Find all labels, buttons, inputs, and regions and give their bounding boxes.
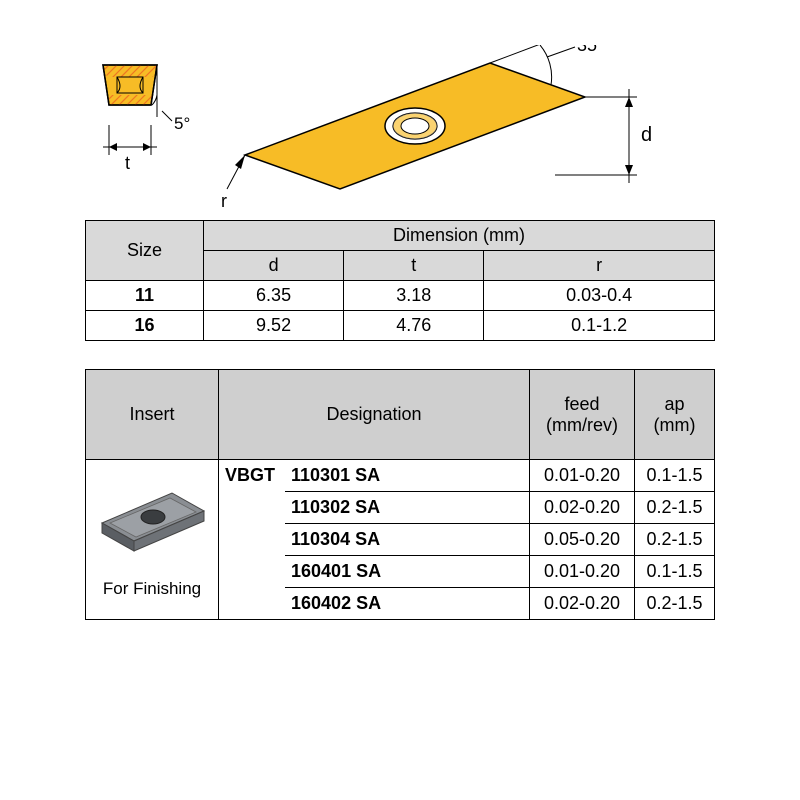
clearance-angle-label: 5°: [174, 114, 190, 133]
d-header: d: [204, 251, 344, 281]
insert-header: Insert: [86, 370, 219, 460]
ap-header: ap (mm): [635, 370, 715, 460]
insert-image-cell: For Finishing: [86, 460, 219, 620]
table-row: 11 6.35 3.18 0.03-0.4: [86, 281, 715, 311]
insert-diagram-svg: 5° t 35° d: [85, 45, 715, 220]
designation-code: VBGT: [219, 460, 286, 620]
feed-header: feed (mm/rev): [530, 370, 635, 460]
insert-icon: [92, 481, 212, 571]
cutting-data-table: Insert Designation feed (mm/rev) ap (mm)…: [85, 369, 715, 620]
d-label: d: [641, 124, 652, 146]
t-label: t: [125, 153, 130, 173]
main-angle-label: 35°: [577, 45, 604, 55]
dimension-table: Size Dimension (mm) d t r 11 6.35 3.18 0…: [85, 220, 715, 341]
t-header: t: [344, 251, 484, 281]
r-label: r: [221, 191, 227, 211]
technical-diagram: 5° t 35° d: [85, 45, 715, 220]
table-row: For Finishing VBGT 110301 SA 0.01-0.20 0…: [86, 460, 715, 492]
designation-header: Designation: [219, 370, 530, 460]
table-row: 16 9.52 4.76 0.1-1.2: [86, 311, 715, 341]
dimension-header: Dimension (mm): [204, 221, 715, 251]
insert-caption: For Finishing: [92, 579, 212, 599]
r-header: r: [484, 251, 715, 281]
size-header: Size: [86, 221, 204, 281]
